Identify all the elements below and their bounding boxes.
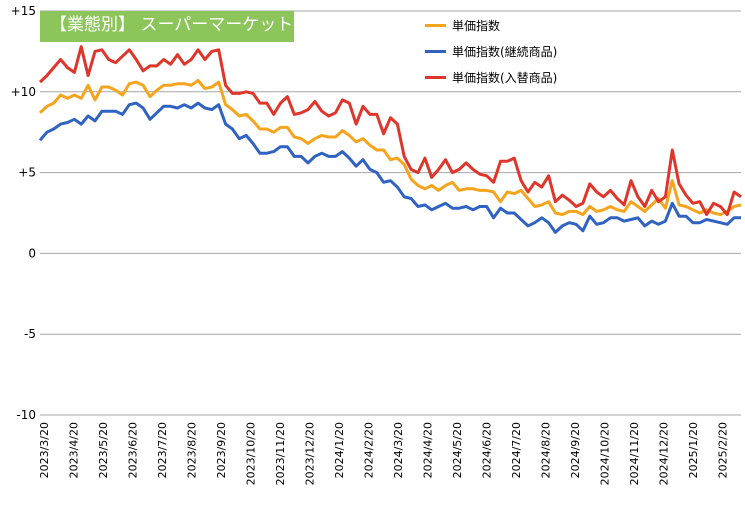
y-tick-label: +15 (11, 4, 36, 18)
x-tick-label: 2024/7/20 (510, 422, 523, 478)
x-tick-label: 2024/2/20 (363, 422, 376, 478)
y-tick-label: -5 (24, 327, 36, 341)
x-tick-label: 2024/5/20 (451, 422, 464, 478)
x-tick-label: 2023/12/20 (304, 422, 317, 485)
x-tick-label: 2024/4/20 (422, 422, 435, 478)
x-tick-label: 2023/7/20 (156, 422, 169, 478)
x-axis-tick-labels: 2023/3/20 2023/4/20 2023/5/20 2023/6/20 2023… (38, 422, 730, 485)
x-tick-label: 2024/3/20 (392, 422, 405, 478)
x-tick-label: 2023/8/20 (186, 422, 199, 478)
x-tick-label: 2025/1/20 (687, 422, 700, 478)
x-tick-label: 2024/8/20 (540, 422, 553, 478)
y-tick-label: 0 (28, 246, 36, 260)
x-tick-label: 2024/1/20 (333, 422, 346, 478)
x-tick-label: 2023/4/20 (68, 422, 81, 478)
y-tick-label: +5 (18, 166, 36, 180)
legend-swatch-continuing-products (425, 50, 446, 53)
series-line (38, 101, 741, 234)
legend-swatch-replacement-products (425, 76, 446, 79)
y-tick-label: -10 (16, 408, 36, 422)
series-line (38, 45, 742, 217)
x-tick-label: 2023/11/20 (274, 422, 287, 485)
x-tick-label: 2025/2/20 (717, 422, 730, 478)
legend-label-continuing-products: 単価指数(継続商品) (452, 45, 558, 59)
x-tick-label: 2023/9/20 (215, 422, 228, 478)
chart-title: 【業態別】 スーパーマーケット (50, 15, 294, 35)
chart-title-box (40, 11, 294, 42)
x-tick-label: 2024/9/20 (569, 422, 582, 478)
gridlines (40, 10, 741, 416)
legend-swatch-unit-price-index (425, 24, 446, 27)
x-tick-label: 2024/6/20 (481, 422, 494, 478)
x-tick-label: 2023/10/20 (245, 422, 258, 485)
x-tick-label: 2024/10/20 (599, 422, 612, 485)
y-axis-tick-labels: +15 +10 +5 0 -5 -10 (11, 4, 36, 422)
series-line (38, 79, 742, 217)
series-lines (38, 45, 742, 234)
x-tick-label: 2023/3/20 (38, 422, 51, 478)
y-tick-label: +10 (11, 85, 36, 99)
x-tick-label: 2024/11/20 (628, 422, 641, 485)
x-tick-label: 2023/5/20 (97, 422, 110, 478)
legend-label-unit-price-index: 単価指数 (452, 19, 501, 33)
x-tick-label: 2024/12/20 (658, 422, 671, 485)
x-tick-label: 2023/6/20 (127, 422, 140, 478)
legend-label-replacement-products: 単価指数(入替商品) (452, 71, 558, 85)
